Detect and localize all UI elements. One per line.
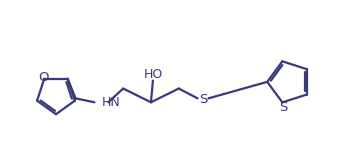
Text: HO: HO [143,68,162,81]
Text: O: O [38,71,49,84]
Text: HN: HN [102,96,120,109]
Text: S: S [199,93,208,106]
Text: S: S [279,101,287,114]
